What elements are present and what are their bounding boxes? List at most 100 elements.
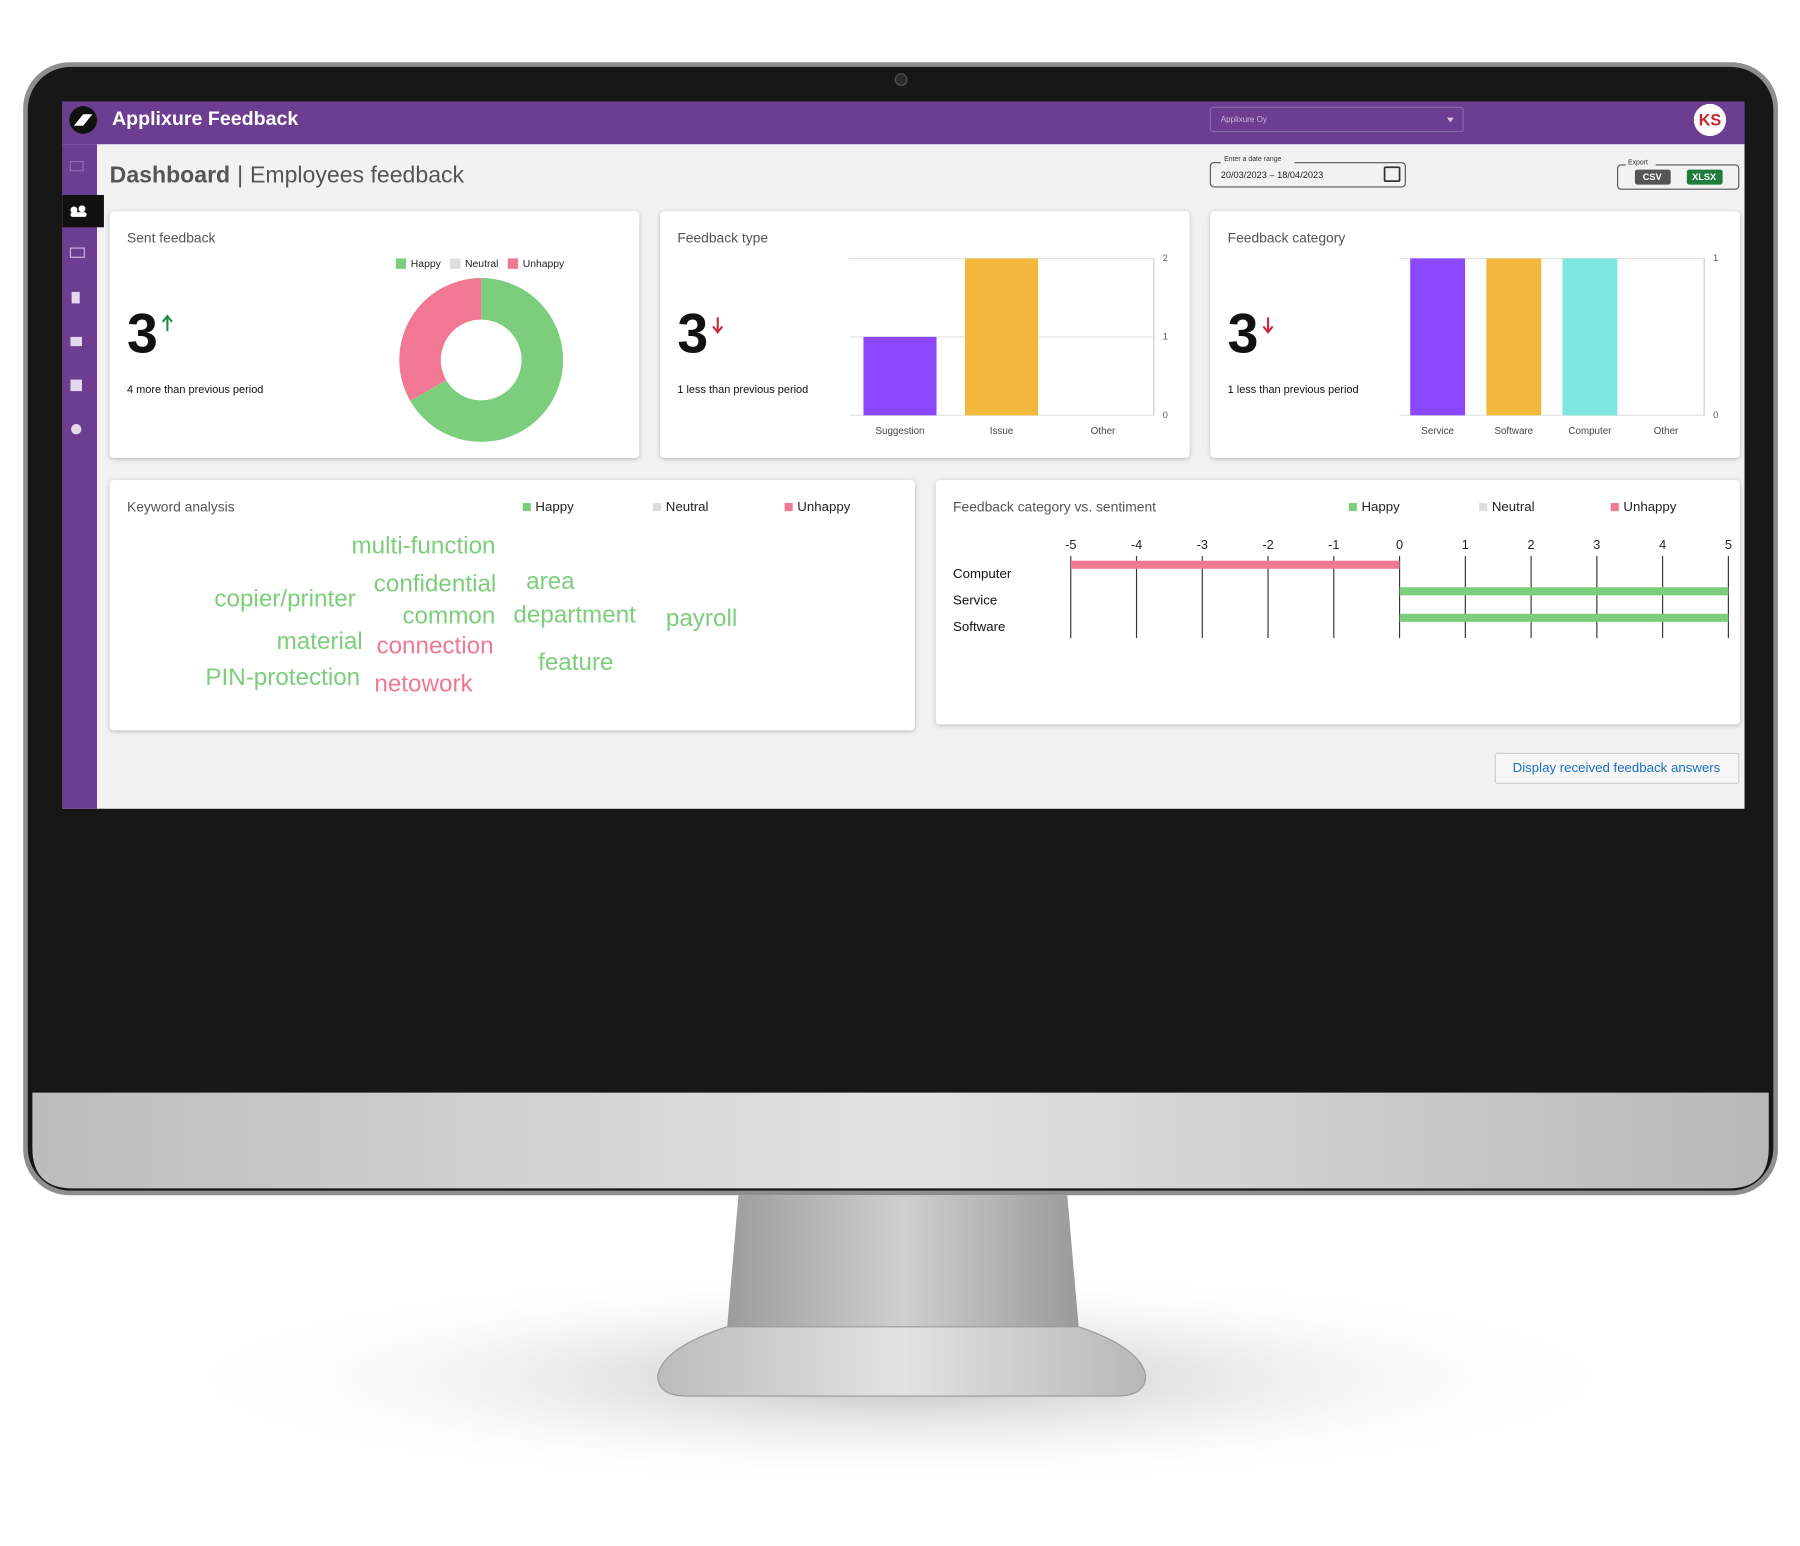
keyword: multi-function: [351, 532, 495, 559]
card-title: Feedback type: [677, 229, 768, 245]
y-tick-label: Computer: [953, 566, 1012, 581]
x-tick-label: Other: [1091, 426, 1116, 437]
card-bg: [660, 211, 1190, 459]
keyword: payroll: [666, 605, 737, 632]
camera: [894, 73, 908, 86]
nav-copy[interactable]: [70, 336, 83, 347]
y-tick-label: 0: [1163, 410, 1168, 420]
legend-swatch: [1479, 503, 1488, 512]
nav-document[interactable]: [71, 291, 80, 304]
stand-neck: [726, 1195, 1079, 1330]
page-title: Dashboard: [110, 162, 230, 188]
kpi-note: 1 less than previous period: [1228, 384, 1359, 396]
card-bg: [935, 479, 1740, 725]
legend-label: Unhappy: [797, 499, 850, 514]
dropdown-caret: [1446, 117, 1454, 123]
user-avatar[interactable]: [1693, 103, 1727, 137]
legend-label: Neutral: [1492, 499, 1535, 514]
nav-people: [70, 212, 87, 217]
keyword: copier/printer: [214, 585, 355, 612]
card: Feedback category vs. sentiment Happy Neut…: [935, 479, 1740, 725]
card-bg: [109, 211, 640, 459]
page-subtitle: Employees feedback: [250, 162, 465, 188]
legend-label: Unhappy: [1623, 499, 1676, 514]
monitor-chin: [32, 1092, 1769, 1189]
keyword: area: [526, 568, 575, 595]
y-tick-label: 1: [1713, 253, 1718, 263]
kpi-note: 4 more than previous period: [127, 384, 263, 396]
top-bar: [62, 101, 1745, 145]
nav-analytics[interactable]: [69, 160, 84, 172]
legend-label: Neutral: [666, 499, 709, 514]
bar: [863, 336, 937, 416]
bar: [1399, 587, 1729, 596]
bar: [1486, 258, 1542, 416]
calendar-icon[interactable]: [1383, 166, 1401, 183]
legend-swatch: [1348, 503, 1357, 512]
keyword: PIN-protection: [205, 664, 360, 691]
logo-mark: [73, 114, 93, 126]
xlsx-label: XLSX: [1692, 172, 1717, 182]
x-tick-label: 0: [1396, 538, 1403, 552]
kpi-value: 3: [677, 303, 708, 365]
export-label: Export: [1628, 160, 1648, 167]
legend-swatch: [653, 503, 662, 512]
org-select[interactable]: [1209, 106, 1464, 133]
x-tick-label: 5: [1725, 538, 1732, 552]
x-tick-label: 3: [1593, 538, 1600, 552]
x-tick-label: Other: [1654, 426, 1679, 437]
donut-slice: [410, 278, 564, 442]
display-answers-button[interactable]: [1494, 752, 1740, 784]
x-tick-label: -3: [1197, 538, 1208, 552]
kpi-value: 3: [1228, 303, 1259, 365]
stand-base: [657, 1326, 1147, 1397]
y-tick-label: 1: [1163, 331, 1168, 341]
trend-arrow-head: [1262, 325, 1274, 334]
legend-swatch: [507, 258, 519, 269]
keyword: feature: [538, 649, 613, 676]
x-tick-label: 1: [1462, 538, 1469, 552]
x-tick-label: Suggestion: [875, 426, 924, 437]
nav-settings[interactable]: [71, 423, 82, 435]
nav-edit[interactable]: [70, 379, 83, 392]
legend-label: Happy: [1361, 499, 1400, 514]
org-name: Applixure Oy: [1221, 115, 1268, 124]
y-tick-label: 0: [1713, 410, 1718, 420]
page-heading: Dashboard | Employees feedback: [110, 162, 465, 188]
user-initials: KS: [1699, 111, 1722, 129]
bar: [964, 258, 1039, 416]
charts: Sent feedback 3 4 more than previous perio…: [109, 211, 1740, 731]
legend-label: Unhappy: [523, 259, 565, 270]
keyword: common: [402, 603, 495, 630]
legend-swatch: [784, 503, 793, 512]
legend-swatch: [450, 258, 461, 269]
card-title: Feedback category: [1228, 229, 1346, 245]
card-title: Keyword analysis: [127, 498, 235, 514]
legend-swatch: [395, 258, 407, 269]
date-label: Enter a date range: [1224, 156, 1281, 163]
x-tick-label: -1: [1328, 538, 1339, 552]
xlsx-button[interactable]: [1686, 169, 1723, 185]
card-title: Sent feedback: [127, 229, 215, 245]
date-label-bg: [1220, 154, 1295, 164]
card-bg: [109, 479, 915, 731]
nav-people: [78, 205, 86, 213]
bar: [1070, 560, 1400, 569]
csv-button[interactable]: [1634, 169, 1671, 185]
card: Feedback type 3 1 less than previous perio…: [660, 211, 1190, 459]
bar: [1410, 258, 1466, 416]
x-tick-label: -5: [1065, 538, 1076, 552]
keyword: department: [513, 601, 636, 628]
donut-slice: [399, 278, 482, 401]
y-tick-label: 2: [1163, 253, 1168, 263]
date-range-input[interactable]: [1209, 162, 1406, 188]
y-tick-label: Service: [953, 593, 997, 608]
export-label-bg: [1625, 158, 1656, 168]
keyword: material: [277, 628, 363, 655]
card: Sent feedback 3 4 more than previous perio…: [109, 211, 640, 459]
date-range: 20/03/2023 – 18/04/2023: [1221, 170, 1324, 180]
nav-display[interactable]: [69, 247, 85, 258]
card: Keyword analysis Happy Neutral Unhappy multi…: [109, 479, 915, 731]
